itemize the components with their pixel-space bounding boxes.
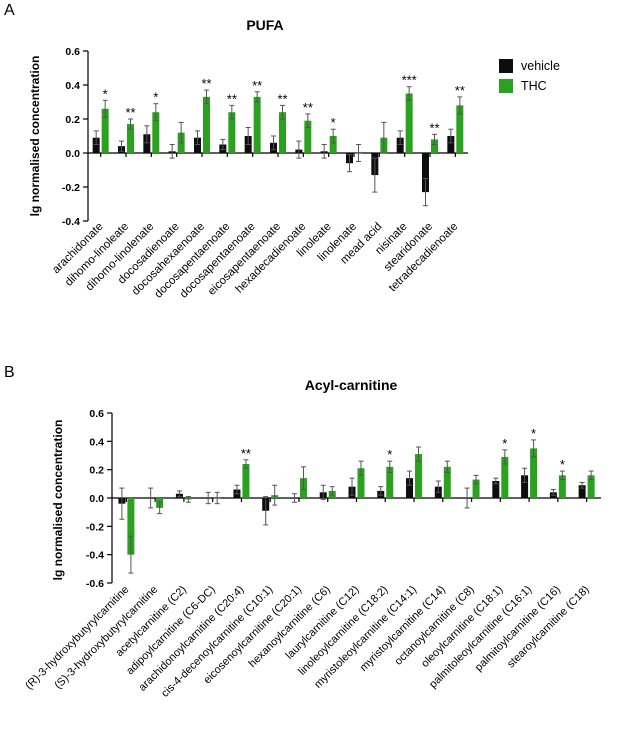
bar-vehicle bbox=[447, 136, 455, 153]
x-tick-label: (R)-3-hydroxybutyrylcarnitine bbox=[23, 584, 131, 692]
y-tick-label: -0.4 bbox=[62, 216, 80, 228]
bar-thc bbox=[558, 475, 566, 498]
y-tick-label: 0.2 bbox=[65, 114, 80, 126]
significance-label: ** bbox=[277, 91, 287, 106]
significance-label: ** bbox=[227, 91, 237, 106]
significance-label: ** bbox=[252, 78, 262, 93]
bar-thc bbox=[472, 479, 480, 498]
bar-vehicle bbox=[578, 485, 586, 498]
bar-thc bbox=[228, 112, 236, 153]
y-tick-label: 0.0 bbox=[65, 148, 80, 160]
y-tick-label: 0.6 bbox=[89, 408, 104, 420]
bar-thc bbox=[279, 112, 286, 153]
bar-thc bbox=[127, 124, 134, 153]
y-tick-label: 0.2 bbox=[89, 465, 104, 477]
bar-thc bbox=[329, 136, 337, 153]
bar-thc bbox=[456, 105, 464, 153]
bar-thc bbox=[253, 96, 261, 153]
bar-thc bbox=[152, 112, 160, 153]
y-tick-label: 0.0 bbox=[89, 493, 104, 505]
significance-label: ** bbox=[455, 83, 465, 98]
bar-vehicle bbox=[521, 475, 529, 498]
y-tick-label: -0.2 bbox=[86, 521, 104, 533]
bar-vehicle bbox=[422, 153, 429, 193]
y-tick-label: -0.6 bbox=[86, 578, 104, 590]
y-tick-label: 0.6 bbox=[65, 46, 80, 58]
y-tick-label: -0.4 bbox=[86, 550, 104, 562]
bar-vehicle bbox=[492, 481, 500, 498]
bar-thc bbox=[357, 468, 365, 498]
bar-vehicle bbox=[406, 478, 414, 498]
bar-vehicle bbox=[92, 137, 100, 153]
legend-label-vehicle: vehicle bbox=[521, 59, 560, 73]
chart-a-ylabel: lg normalised concentration bbox=[28, 56, 42, 217]
significance-label: * bbox=[331, 115, 336, 130]
significance-label: *** bbox=[402, 73, 417, 88]
bar-thc bbox=[501, 456, 509, 498]
bar-thc bbox=[101, 108, 109, 153]
significance-label: * bbox=[387, 447, 392, 462]
bar-thc bbox=[203, 96, 210, 153]
bar-thc bbox=[386, 466, 394, 498]
significance-label: ** bbox=[303, 100, 313, 115]
legend: vehicle THC bbox=[499, 59, 560, 93]
significance-label: * bbox=[153, 90, 158, 105]
chart-a: -0.4-0.20.00.20.40.6*arachidonate**dihom… bbox=[50, 46, 468, 301]
significance-label: ** bbox=[429, 120, 439, 135]
chart-b-ylabel: lg normalised concentration bbox=[51, 420, 65, 581]
bar-thc bbox=[127, 498, 135, 555]
bar-thc bbox=[530, 448, 538, 498]
bar-thc bbox=[304, 120, 312, 153]
bar-vehicle bbox=[194, 137, 201, 153]
bar-thc bbox=[415, 454, 423, 498]
significance-label: * bbox=[531, 426, 536, 441]
panel-b-letter: B bbox=[4, 364, 15, 381]
significance-label: * bbox=[560, 457, 565, 472]
y-tick-label: -0.2 bbox=[62, 182, 80, 194]
chart-b-title: Acyl-carnitine bbox=[305, 377, 398, 393]
significance-label: ** bbox=[125, 105, 135, 120]
bar-thc bbox=[443, 466, 451, 498]
bar-thc bbox=[587, 475, 595, 498]
bar-thc bbox=[405, 93, 413, 153]
bar-thc bbox=[242, 464, 250, 498]
bar-vehicle bbox=[396, 137, 404, 153]
legend-swatch-vehicle bbox=[499, 59, 513, 73]
y-tick-label: 0.4 bbox=[65, 80, 80, 92]
chart-b: -0.6 -0.4 -0.2 0.0 0.2 0.4 0.6 (R)-3-hydroxybut… bbox=[23, 408, 601, 700]
significance-label: ** bbox=[201, 76, 211, 91]
legend-label-thc: THC bbox=[521, 79, 547, 93]
significance-label: * bbox=[103, 86, 108, 101]
y-tick-label: 0.4 bbox=[89, 436, 104, 448]
panel-a-letter: A bbox=[4, 2, 15, 19]
chart-a-title: PUFA bbox=[246, 17, 283, 33]
legend-swatch-thc bbox=[499, 79, 513, 93]
significance-label: * bbox=[502, 436, 507, 451]
bar-vehicle bbox=[143, 134, 151, 153]
bar-thc bbox=[431, 139, 438, 153]
significance-label: ** bbox=[241, 446, 251, 461]
